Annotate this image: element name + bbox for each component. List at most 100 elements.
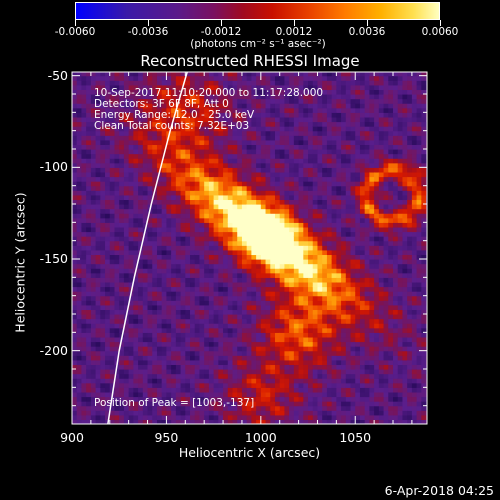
heatmap-cell xyxy=(341,103,347,109)
heatmap-cell xyxy=(208,396,215,402)
heatmap-cell xyxy=(303,222,309,228)
heatmap-cell xyxy=(289,254,295,260)
heatmap-cell xyxy=(114,387,120,393)
heatmap-cell xyxy=(270,167,276,173)
heatmap-cell xyxy=(260,103,267,109)
heatmap-cell xyxy=(326,318,333,324)
heatmap-cell xyxy=(241,222,248,228)
heatmap-cell xyxy=(114,231,120,237)
heatmap-cell xyxy=(76,259,83,265)
heatmap-cell xyxy=(241,391,248,398)
heatmap-cell xyxy=(114,236,120,242)
heatmap-cell xyxy=(76,295,83,301)
heatmap-cell xyxy=(114,295,120,301)
heatmap-cell xyxy=(246,112,252,118)
heatmap-cell xyxy=(223,167,229,173)
heatmap-cell xyxy=(208,240,215,246)
heatmap-cell xyxy=(175,75,182,81)
heatmap-cell xyxy=(359,327,366,333)
heatmap-cell xyxy=(100,249,106,256)
heatmap-cell xyxy=(199,89,205,95)
heatmap-cell xyxy=(355,268,361,274)
heatmap-cell xyxy=(331,419,337,424)
heatmap-cell xyxy=(119,171,125,178)
heatmap-cell xyxy=(350,226,356,233)
heatmap-cell xyxy=(364,181,371,187)
heatmap-cell xyxy=(265,116,271,123)
heatmap-cell xyxy=(364,217,371,223)
heatmap-cell xyxy=(251,226,257,233)
heatmap-cell xyxy=(308,144,314,150)
heatmap-cell xyxy=(208,323,215,329)
heatmap-cell xyxy=(284,185,290,191)
heatmap-cell xyxy=(246,391,252,398)
heatmap-cell xyxy=(293,190,300,196)
heatmap-cell xyxy=(355,314,361,320)
heatmap-cell xyxy=(312,263,319,269)
heatmap-cell xyxy=(232,98,238,104)
heatmap-cell xyxy=(194,199,201,205)
heatmap-cell xyxy=(142,249,149,256)
heatmap-cell xyxy=(208,401,215,407)
heatmap-cell xyxy=(322,378,328,384)
heatmap-cell xyxy=(180,318,186,324)
heatmap-cell xyxy=(213,300,219,306)
heatmap-cell xyxy=(256,364,262,370)
heatmap-cell xyxy=(331,410,337,416)
heatmap-cell xyxy=(232,204,238,210)
heatmap-cell xyxy=(81,126,87,132)
heatmap-cell xyxy=(95,405,101,411)
heatmap-cell xyxy=(95,414,101,421)
heatmap-cell xyxy=(274,382,281,388)
heatmap-cell xyxy=(171,291,177,297)
heatmap-cell xyxy=(359,153,366,159)
heatmap-cell xyxy=(128,414,134,421)
heatmap-cell xyxy=(152,309,158,315)
heatmap-cell xyxy=(274,217,281,223)
heatmap-cell xyxy=(293,254,300,260)
heatmap-cell xyxy=(374,199,380,205)
heatmap-cell xyxy=(105,373,111,379)
heatmap-cell xyxy=(293,410,300,416)
heatmap-cell xyxy=(246,176,252,182)
heatmap-cell xyxy=(303,382,309,388)
heatmap-cell xyxy=(95,107,101,113)
heatmap-cell xyxy=(171,94,177,100)
heatmap-cell xyxy=(312,259,319,265)
heatmap-cell xyxy=(223,263,229,269)
heatmap-cell xyxy=(256,309,262,315)
heatmap-cell xyxy=(293,355,300,361)
heatmap-cell xyxy=(204,387,210,393)
heatmap-cell xyxy=(213,231,219,237)
heatmap-cell xyxy=(218,153,224,159)
heatmap-cell xyxy=(303,263,309,269)
heatmap-cell xyxy=(308,259,314,265)
heatmap-cell xyxy=(76,72,83,77)
heatmap-cell xyxy=(279,171,286,178)
heatmap-cell xyxy=(218,217,224,223)
heatmap-cell xyxy=(322,167,328,173)
heatmap-cell xyxy=(142,396,149,402)
heatmap-cell xyxy=(156,286,163,292)
heatmap-cell xyxy=(303,414,309,421)
heatmap-cell xyxy=(336,231,342,237)
heatmap-cell xyxy=(345,291,352,297)
heatmap-cell xyxy=(128,144,134,150)
heatmap-cell xyxy=(156,309,163,315)
heatmap-cell xyxy=(171,176,177,182)
heatmap-cell xyxy=(331,396,337,402)
heatmap-cell xyxy=(208,373,215,379)
heatmap-cell xyxy=(293,153,300,159)
heatmap-cell xyxy=(322,327,328,333)
heatmap-cell xyxy=(166,176,172,182)
heatmap-cell xyxy=(76,194,83,201)
heatmap-cell xyxy=(185,364,191,370)
heatmap-cell xyxy=(260,149,267,155)
heatmap-cell xyxy=(246,213,252,219)
heatmap-cell xyxy=(364,369,371,375)
heatmap-cell xyxy=(265,149,271,155)
heatmap-cell xyxy=(241,314,248,320)
heatmap-cell xyxy=(345,405,352,411)
heatmap-cell xyxy=(72,259,78,265)
heatmap-cell xyxy=(260,162,267,168)
